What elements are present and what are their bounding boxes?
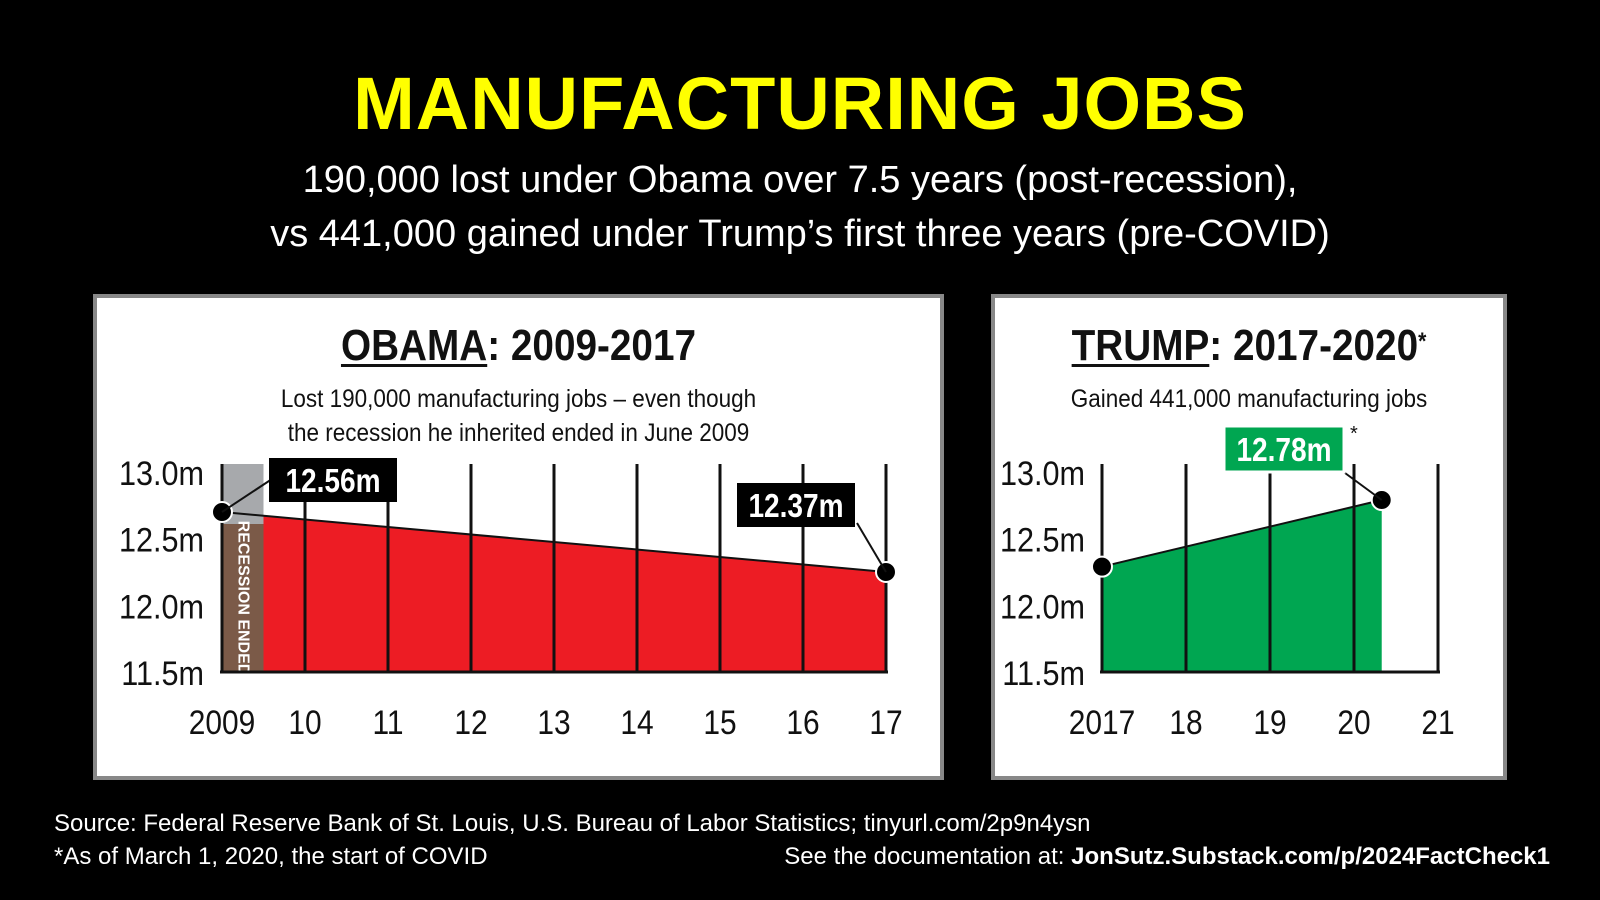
label-leader-line xyxy=(221,478,273,513)
trump-panel-title: TRUMP: 2017-2020* xyxy=(1025,320,1472,372)
obama-panel-title: OBAMA: 2009-2017 xyxy=(148,320,890,372)
footnote-text: *As of March 1, 2020, the start of COVID xyxy=(54,843,488,870)
x-tick-label: 10 xyxy=(288,703,321,741)
data-point xyxy=(1091,555,1113,578)
page-title: MANUFACTURING JOBS xyxy=(353,62,1247,145)
recession-shading-bar xyxy=(222,524,264,672)
documentation-prefix: See the documentation at: xyxy=(784,843,1072,870)
area-fill xyxy=(1102,500,1382,672)
y-tick-label: 13.0m xyxy=(119,455,204,493)
subtitle-line-1: 190,000 lost under Obama over 7.5 years … xyxy=(302,159,1298,201)
trump-chart-panel: TRUMP: 2017-2020* Gained 441,000 manufac… xyxy=(991,294,1507,780)
x-tick-label: 21 xyxy=(1421,703,1454,741)
data-label-asterisk: * xyxy=(1350,423,1358,445)
data-label-box xyxy=(1222,424,1346,474)
obama-description-line-2: the recession he inherited ended in June… xyxy=(287,419,750,447)
y-tick-label: 12.0m xyxy=(1000,588,1085,626)
y-tick-label: 12.5m xyxy=(1000,521,1085,559)
x-tick-label: 19 xyxy=(1253,703,1286,741)
x-tick-label: 16 xyxy=(786,703,819,741)
data-label-box xyxy=(737,483,855,527)
x-tick-label: 17 xyxy=(869,703,902,741)
trump-chart: 11.5m 12.0m 12.5m 13.0m 2017 18 19 20 21 12.78m * xyxy=(1000,423,1455,741)
trump-title-asterisk: * xyxy=(1418,328,1427,355)
data-label: 12.37m xyxy=(748,488,843,525)
trump-name: TRUMP xyxy=(1071,321,1210,370)
y-tick-label: 12.5m xyxy=(119,521,204,559)
documentation-text: See the documentation at: JonSutz.Substa… xyxy=(784,842,1550,872)
x-tick-label: 18 xyxy=(1169,703,1202,741)
x-tick-label: 2009 xyxy=(189,703,256,741)
obama-chart: 11.5m 12.0m 12.5m 13.0m RECESSION ENDED 2009 1… xyxy=(119,455,903,742)
data-label: 12.56m xyxy=(285,463,380,500)
series-line xyxy=(221,511,887,573)
label-leader-line xyxy=(856,522,887,573)
obama-name: OBAMA xyxy=(340,321,488,370)
obama-range: : 2009-2017 xyxy=(487,321,697,370)
y-tick-label: 12.0m xyxy=(119,588,204,626)
data-label-box xyxy=(269,458,397,502)
x-tick-label: 2017 xyxy=(1069,703,1136,741)
trump-description-line-1: Gained 441,000 manufacturing jobs xyxy=(1070,385,1428,413)
x-tick-label: 15 xyxy=(703,703,736,741)
y-tick-label: 11.5m xyxy=(1002,655,1085,693)
obama-chart-panel: OBAMA: 2009-2017 Lost 190,000 manufactur… xyxy=(93,294,944,780)
recession-label: RECESSION ENDED xyxy=(235,521,252,676)
x-tick-label: 13 xyxy=(537,703,570,741)
y-tick-label: 11.5m xyxy=(121,655,204,693)
data-label: 12.78m xyxy=(1236,432,1331,469)
x-tick-label: 14 xyxy=(620,703,653,741)
obama-description-line-1: Lost 190,000 manufacturing jobs – even t… xyxy=(280,385,757,413)
x-tick-label: 11 xyxy=(372,703,403,741)
series-line xyxy=(1101,499,1382,568)
source-text: Source: Federal Reserve Bank of St. Loui… xyxy=(54,810,1091,837)
trump-range: : 2017-2020 xyxy=(1209,321,1419,370)
y-tick-label: 13.0m xyxy=(1000,455,1085,493)
x-tick-label: 12 xyxy=(454,703,487,741)
subtitle-line-2: vs 441,000 gained under Trump’s first th… xyxy=(270,213,1330,255)
documentation-link[interactable]: JonSutz.Substack.com/p/2024FactCheck1 xyxy=(1071,843,1550,870)
label-leader-line xyxy=(1344,472,1383,501)
x-tick-label: 20 xyxy=(1337,703,1370,741)
